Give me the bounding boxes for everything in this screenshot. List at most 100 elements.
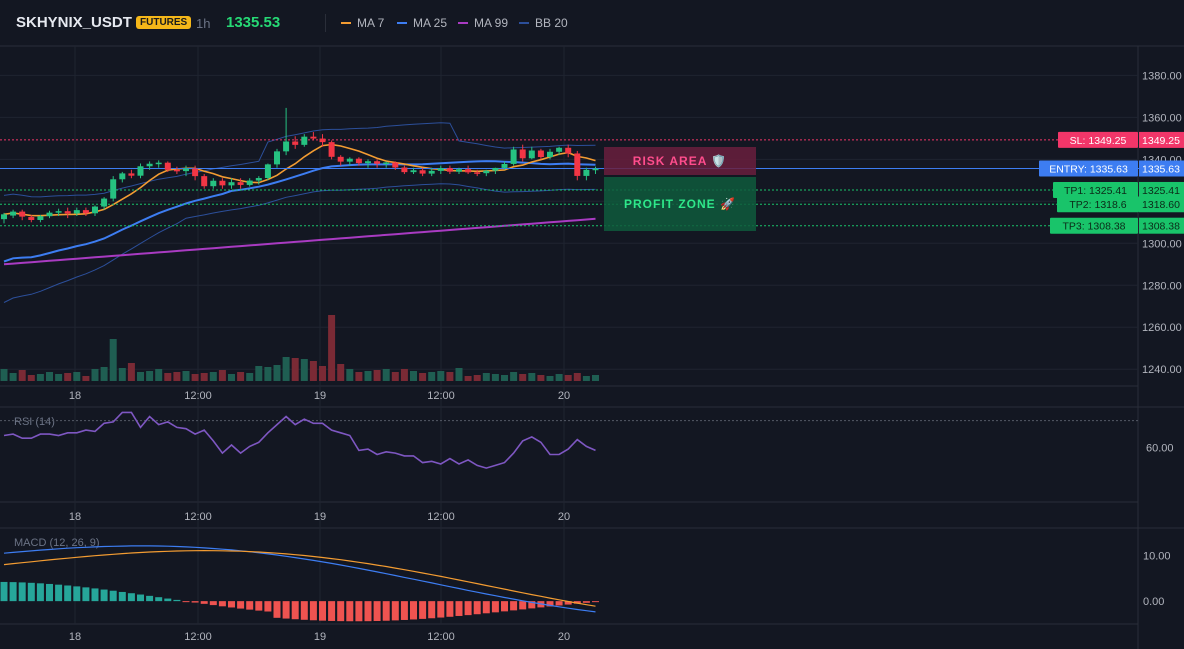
macd-histogram-bar xyxy=(191,601,199,603)
time-tick: 20 xyxy=(558,631,570,643)
macd-histogram-bar xyxy=(319,601,326,621)
volume-bar xyxy=(428,372,436,381)
macd-histogram-bar xyxy=(18,582,26,602)
header-divider xyxy=(325,14,326,32)
risk-area-box xyxy=(604,147,756,175)
timeframe-label[interactable]: 1h xyxy=(196,16,211,31)
tp2-price-label: 1318.60 xyxy=(1142,199,1180,211)
macd-histogram-bar xyxy=(291,601,299,620)
entry-price-label: 1335.63 xyxy=(1142,164,1180,176)
candle-body xyxy=(1,214,7,220)
volume-bar xyxy=(573,373,581,381)
volume-bar xyxy=(82,376,90,381)
macd-histogram-bar xyxy=(382,601,390,621)
futures-badge: FUTURES xyxy=(136,16,192,29)
candle-body xyxy=(37,216,44,220)
time-tick: 12:00 xyxy=(427,390,455,402)
macd-histogram-bar xyxy=(473,601,481,615)
volume-bar xyxy=(27,375,35,381)
macd-tick: 0.00 xyxy=(1143,596,1164,608)
macd-label: MACD (12, 26, 9) xyxy=(14,537,100,549)
time-tick: 19 xyxy=(314,390,326,402)
macd-histogram-bar xyxy=(91,588,99,602)
volume-bar xyxy=(155,369,163,381)
volume-bar xyxy=(555,374,563,381)
macd-histogram-bar xyxy=(528,601,536,609)
macd-histogram-bar xyxy=(209,601,217,606)
candle-body xyxy=(55,211,62,213)
candle-body xyxy=(337,156,344,162)
candle-body xyxy=(565,147,572,154)
legend-ma7[interactable]: MA 7 xyxy=(341,16,384,30)
volume-bar xyxy=(537,375,545,381)
macd-histogram-bar xyxy=(446,601,454,617)
volume-bar xyxy=(146,371,154,381)
volume-bar xyxy=(273,365,281,381)
trade-levels xyxy=(0,139,1184,227)
macd-histogram-bar xyxy=(419,601,427,619)
macd-histogram-bar xyxy=(9,582,17,602)
volume-bar xyxy=(255,366,263,381)
candle-body xyxy=(592,168,599,171)
candle-body xyxy=(64,211,71,214)
macd-histogram-bar xyxy=(428,601,436,619)
legend-ma25[interactable]: MA 25 xyxy=(397,16,447,30)
candle-body xyxy=(346,158,353,162)
bb-upper xyxy=(3,122,596,198)
price-tick: 1300.00 xyxy=(1142,238,1182,250)
macd-histogram-bar xyxy=(27,582,35,602)
legend-ma99[interactable]: MA 99 xyxy=(458,16,508,30)
macd-histogram-bar xyxy=(300,601,308,620)
volume-bar xyxy=(473,375,481,381)
macd-histogram-bar xyxy=(127,593,135,602)
macd-histogram-bar xyxy=(137,594,144,602)
rsi-line xyxy=(3,411,596,469)
price-tick: 1260.00 xyxy=(1142,322,1182,334)
candle-body xyxy=(19,211,26,217)
volume-bar xyxy=(0,369,8,381)
candle-body xyxy=(528,150,535,159)
candle-body xyxy=(101,198,108,207)
candle-body xyxy=(183,168,189,172)
macd-line xyxy=(3,545,596,613)
macd-tick: 10.00 xyxy=(1143,550,1171,562)
time-axis[interactable]: 18 12:00 19 12:00 20 18 12:00 19 12:00 20 18 12:00 1… xyxy=(69,390,570,643)
time-tick: 20 xyxy=(558,511,570,523)
volume-bar xyxy=(237,372,245,381)
time-tick: 12:00 xyxy=(427,631,455,643)
candle-body xyxy=(137,166,144,176)
candle-body xyxy=(228,182,235,186)
tp1-tag xyxy=(1053,181,1138,198)
symbol-title[interactable]: SKHYNIX_USDT xyxy=(16,14,132,31)
volume-bar xyxy=(564,375,572,381)
volume-bar xyxy=(282,357,290,381)
volume-bar xyxy=(309,361,317,381)
volume-bar xyxy=(464,376,472,381)
macd-pane: MACD (12, 26, 9) 10.00 0.00 xyxy=(0,537,1171,622)
volume-bar xyxy=(419,373,427,381)
last-price: 1335.53 xyxy=(226,14,281,31)
candle-body xyxy=(474,172,481,174)
volume-bar xyxy=(127,363,135,381)
macd-histogram-bar xyxy=(592,601,599,603)
candle-body xyxy=(92,206,98,214)
tp2-tag-label: TP2: 1318.6 xyxy=(1069,199,1126,211)
legend-bb20[interactable]: BB 20 xyxy=(519,16,568,30)
volume-bar xyxy=(46,372,53,381)
macd-histogram-bar xyxy=(264,601,272,612)
volume-bar xyxy=(173,372,181,381)
candle-body xyxy=(537,150,544,158)
price-tick: 1360.00 xyxy=(1142,112,1182,124)
price-tick: 1380.00 xyxy=(1142,70,1182,82)
tp3-tag xyxy=(1050,217,1138,234)
macd-histogram-bar xyxy=(328,601,336,621)
volume-bar xyxy=(319,366,326,381)
profit-zone-box xyxy=(604,177,756,231)
macd-histogram-bar xyxy=(100,589,108,602)
macd-histogram-bar xyxy=(491,601,499,613)
rsi-pane: RSI (14) 60.00 xyxy=(0,411,1174,469)
macd-histogram-bar xyxy=(237,601,245,609)
macd-histogram-bar xyxy=(118,591,126,602)
